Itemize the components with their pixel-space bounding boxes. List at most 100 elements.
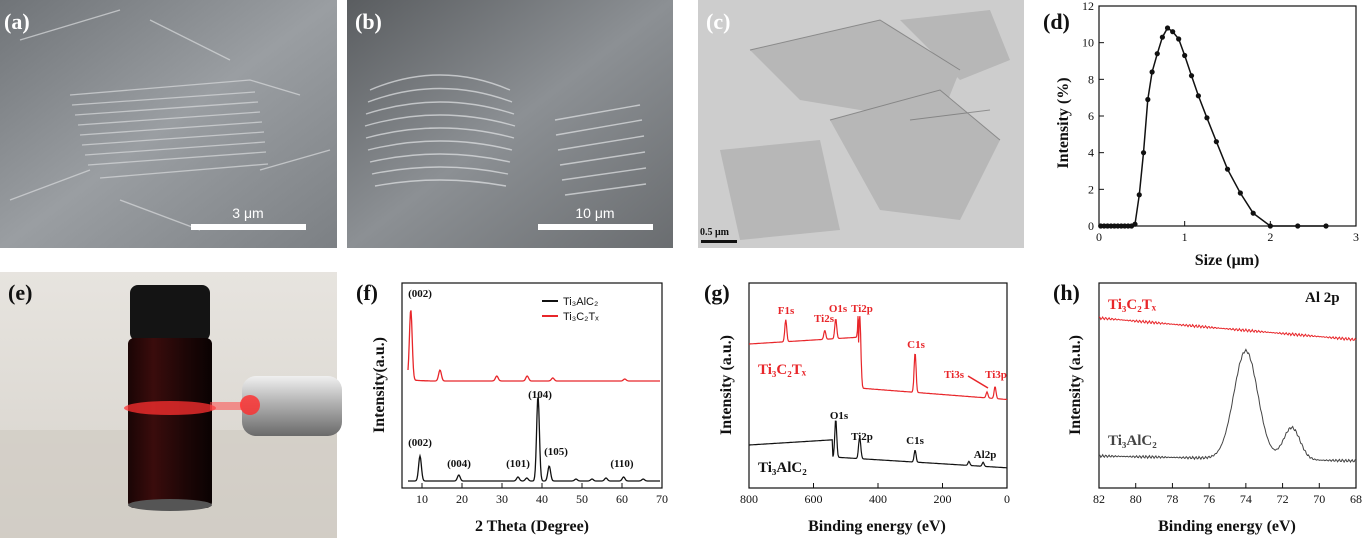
chart-d-point <box>1159 34 1165 40</box>
chart-d-point <box>1149 69 1155 75</box>
chart-h-xtick-label: 76 <box>1203 492 1215 506</box>
peak-label-c1s-red: C1s <box>907 339 925 351</box>
chart-d-point <box>1237 190 1243 196</box>
sem-image-a <box>0 0 337 248</box>
series-label-ti3c2tx-h: Ti₃C₂Tₓ <box>1108 297 1157 313</box>
chart-d-point <box>1204 115 1210 121</box>
chart-d-ytick-label: 4 <box>1088 146 1094 160</box>
chart-d-point <box>1224 166 1231 172</box>
chart-d-xtick-label: 3 <box>1353 230 1359 244</box>
chart-g-plot: 800 600 400 200 0 <box>740 282 1010 506</box>
peak-label-al2p: Al2p <box>974 449 997 461</box>
chart-d-point <box>1323 223 1329 229</box>
chart-g-xtick-label: 200 <box>934 492 952 506</box>
chart-d-ytick-label: 12 <box>1082 0 1094 13</box>
peak-label-o1s-black: O1s <box>830 410 849 422</box>
annotation-004: (004) <box>447 458 471 470</box>
peak-label-o1s-red: O1s <box>829 303 848 315</box>
annotation-110: (110) <box>610 458 634 470</box>
panel-label-h: (h) <box>1053 280 1080 305</box>
chart-d-xlabel: Size (μm) <box>1195 252 1260 269</box>
scale-label-b: 10 μm <box>575 205 614 221</box>
chart-h-frame <box>1098 282 1357 489</box>
chart-d-ytick-label: 8 <box>1088 72 1094 86</box>
scale-bar-a <box>191 224 306 230</box>
chart-d-point <box>1267 223 1273 229</box>
arrow-ti3s <box>967 375 989 389</box>
chart-d-xtick-label: 0 <box>1096 230 1102 244</box>
chart-d-point <box>1250 210 1256 216</box>
legend-label-ti3c2tx: Ti₃C₂Tₓ <box>563 311 599 323</box>
chart-d-point <box>1164 25 1171 31</box>
chart-h-xtick-label: 74 <box>1240 492 1252 506</box>
chart-f-xtick-label: 60 <box>616 492 628 506</box>
chart-h-ylabel: Intensity (a.u.) <box>1067 335 1084 435</box>
peak-label-ti2s: Ti2s <box>814 313 835 325</box>
legend-label-ti3alc2: Ti₃AlC₂ <box>563 296 598 308</box>
panel-label-d: (d) <box>1043 9 1070 34</box>
sem-b-layers <box>364 74 647 196</box>
annotation-002-black: (002) <box>408 437 432 449</box>
chart-g-ylabel: Intensity (a.u.) <box>718 335 735 435</box>
chart-g: 800 600 400 200 0 (g) Binding energy (eV) In… <box>704 280 1010 535</box>
chart-d-ylabel: Intensity (%) <box>1055 77 1072 168</box>
chart-d-xtick-label: 2 <box>1267 230 1273 244</box>
chart-d-ytick-label: 6 <box>1088 109 1094 123</box>
chart-d-point <box>1182 52 1188 59</box>
panel-label-b: (b) <box>355 9 382 34</box>
vial-body <box>128 338 212 508</box>
sem-a-layers <box>9 9 331 231</box>
chart-f-ylabel: Intensity(a.u.) <box>371 337 388 433</box>
series-label-ti3alc2-g: Ti₃AlC₂ <box>758 460 807 476</box>
chart-f-plot: 10 20 30 40 50 60 70 <box>401 282 668 506</box>
chart-h-line-ti3alc2 <box>1098 348 1357 464</box>
chart-g-xlabel: Binding energy (eV) <box>808 518 946 535</box>
peak-label-ti3p: Ti3p <box>985 369 1007 381</box>
chart-g-xtick-label: 0 <box>1004 492 1010 506</box>
chart-h-xlabel: Binding energy (eV) <box>1158 518 1296 535</box>
chart-d-point <box>1295 223 1301 229</box>
chart-d-xtick-label: 1 <box>1182 230 1188 244</box>
laser-pointer <box>242 376 342 436</box>
panel-a: (a) 3 μm <box>0 0 337 248</box>
chart-d-ytick-label: 10 <box>1082 36 1094 50</box>
series-label-ti3alc2-h: Ti₃AlC₂ <box>1108 433 1157 449</box>
chart-h-xtick-label: 68 <box>1350 492 1362 506</box>
chart-h-line-ti3c2tx <box>1098 315 1357 342</box>
panel-label-g: (g) <box>704 280 730 305</box>
chart-f-xtick-label: 70 <box>656 492 668 506</box>
chart-f-xtick-label: 50 <box>576 492 588 506</box>
annotation-002-red: (002) <box>408 288 432 300</box>
chart-f-xtick-label: 30 <box>496 492 508 506</box>
chart-g-line-ti3c2tx <box>749 316 1008 401</box>
laser-beam <box>210 402 250 410</box>
chart-d-ytick-label: 2 <box>1088 182 1094 196</box>
annotation-104: (104) <box>528 389 552 401</box>
chart-h-xtick-label: 70 <box>1313 492 1325 506</box>
chart-d-point <box>1140 150 1147 156</box>
peak-label-ti2p-black: Ti2p <box>851 431 873 443</box>
scale-label-c: 0.5 μm <box>700 227 730 238</box>
chart-f-xtick-label: 10 <box>416 492 428 506</box>
chart-h-xtick-label: 82 <box>1093 492 1105 506</box>
panel-c: (c) 0.5 μm <box>698 0 1024 248</box>
panel-label-a: (a) <box>4 9 30 34</box>
chart-d-point <box>1136 192 1142 198</box>
chart-g-xtick-label: 400 <box>869 492 887 506</box>
chart-g-line-ti3alc2 <box>749 420 1007 469</box>
scale-bar-c <box>701 240 737 243</box>
peak-label-ti2p-red: Ti2p <box>851 303 873 315</box>
peak-label-c1s-black: C1s <box>906 435 924 447</box>
annotation-101: (101) <box>506 458 530 470</box>
laser-aperture <box>240 395 260 415</box>
chart-d-line <box>1100 26 1326 227</box>
peak-label-f1s: F1s <box>778 305 795 317</box>
chart-f-line-ti3alc2 <box>408 396 660 482</box>
series-label-ti3c2tx-g: Ti₃C₂Tₓ <box>758 362 807 378</box>
vial-base <box>128 499 212 511</box>
chart-d-point <box>1195 93 1201 99</box>
chart-f-line-ti3c2tx <box>407 310 660 382</box>
tem-c-flakes <box>720 10 1010 240</box>
